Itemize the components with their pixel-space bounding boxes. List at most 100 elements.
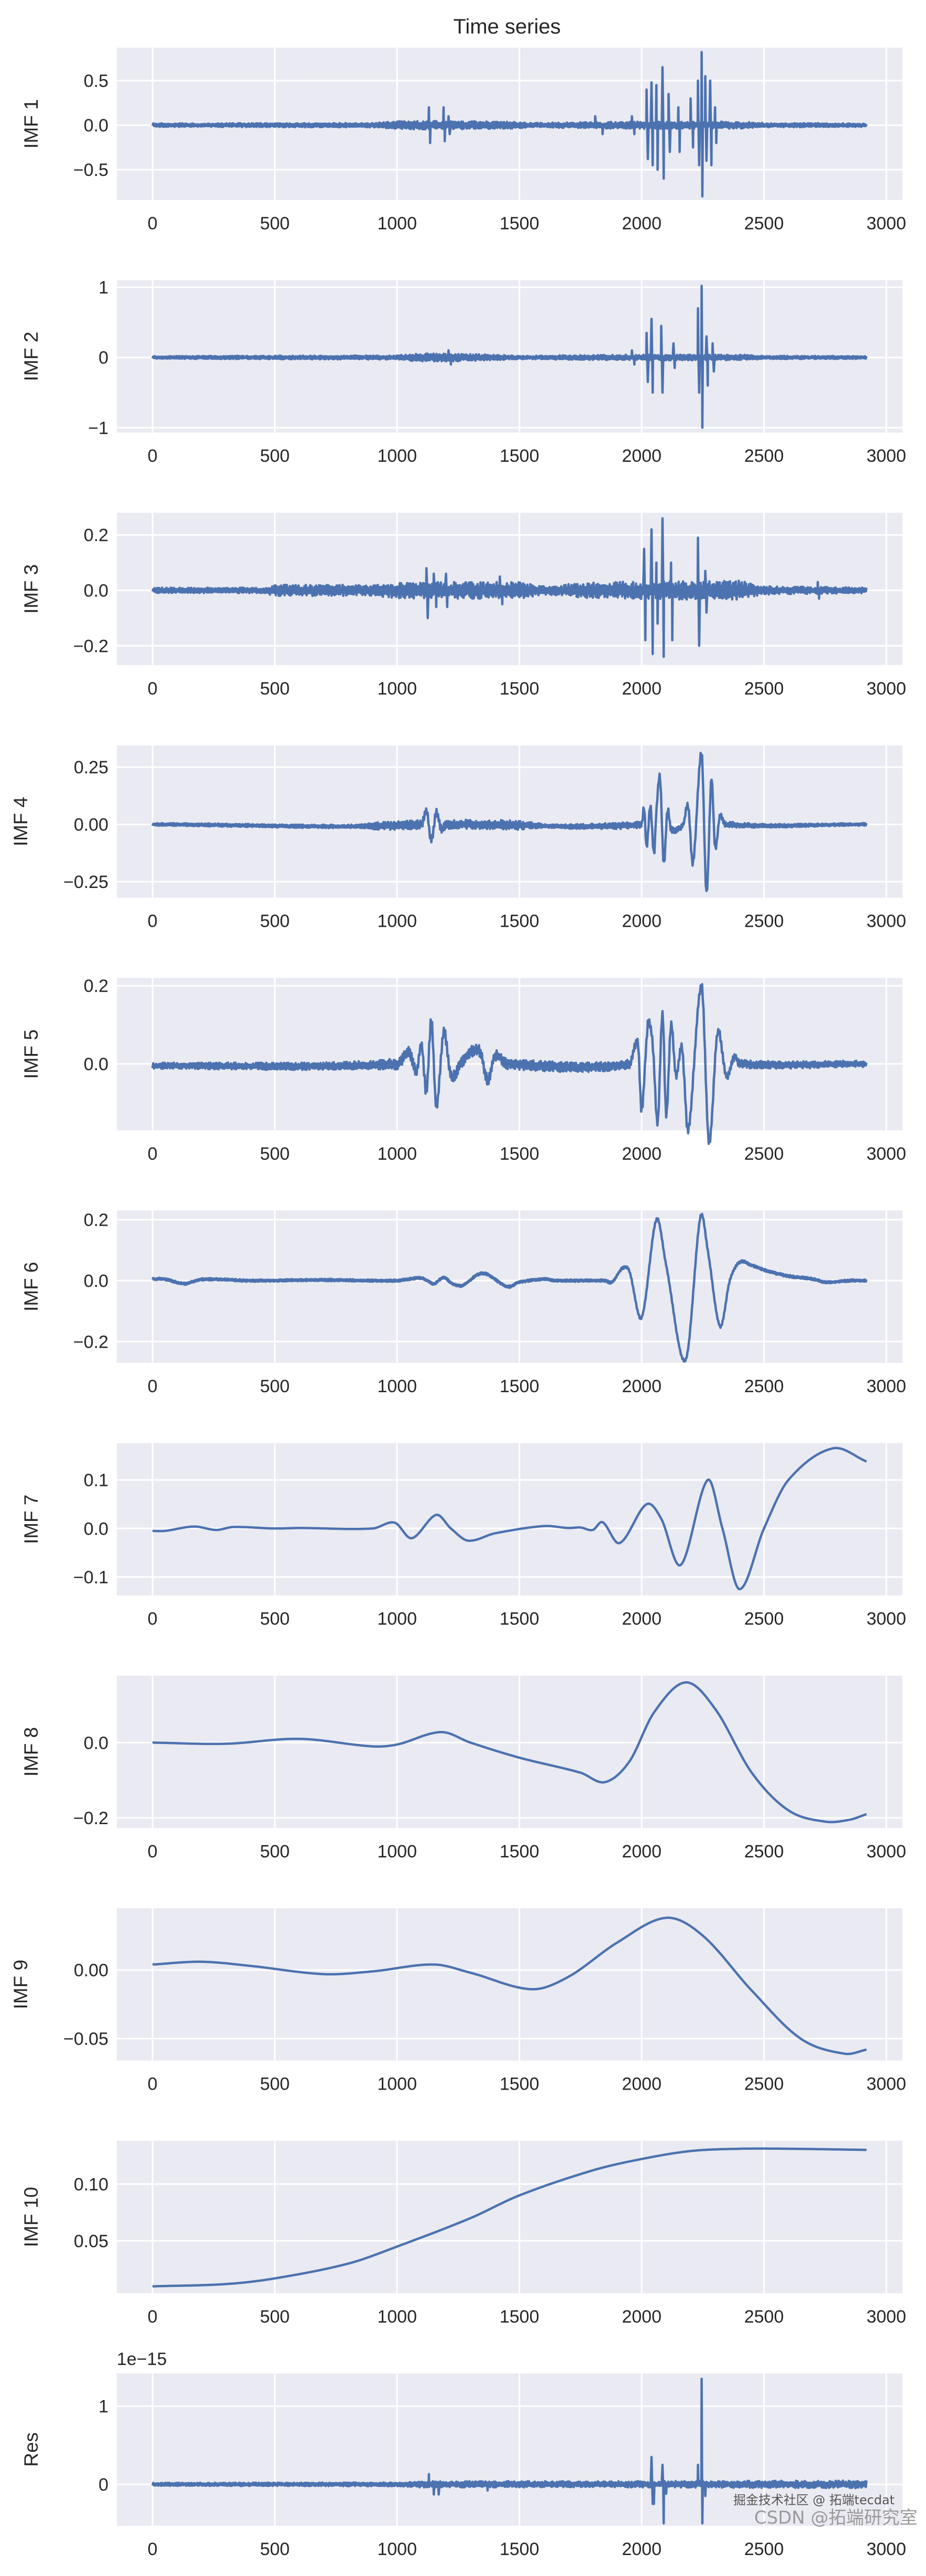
x-tick-label: 1000 — [377, 1609, 417, 1629]
y-tick-label: 0.00 — [74, 1961, 108, 1981]
x-tick-label: 2000 — [622, 2539, 662, 2559]
y-tick-label: −0.2 — [73, 1808, 108, 1828]
axes-background — [117, 1443, 902, 1596]
series-line-imf-9 — [152, 1916, 867, 2056]
y-tick-label: 1 — [98, 2397, 108, 2417]
y-axis-label: IMF 9 — [10, 1960, 31, 2009]
x-tick-label: 3000 — [866, 1376, 906, 1396]
y-axis-label: IMF 7 — [20, 1494, 42, 1544]
x-tick-label: 0 — [148, 2074, 158, 2094]
x-tick-label: 3000 — [866, 446, 906, 466]
x-tick-label: 3000 — [866, 679, 906, 698]
x-tick-label: 2500 — [744, 1376, 784, 1396]
x-tick-label: 1500 — [500, 2307, 539, 2327]
x-tick-label: 500 — [260, 912, 290, 931]
x-tick-label: 500 — [260, 1609, 290, 1629]
y-tick-label: 0 — [98, 2475, 108, 2495]
y-axis-label: IMF 8 — [20, 1727, 42, 1777]
x-tick-label: 1500 — [500, 1841, 539, 1861]
x-tick-label: 2000 — [622, 2074, 662, 2094]
y-tick-label: 0 — [98, 348, 108, 368]
axes-background — [117, 978, 902, 1130]
x-tick-label: 2000 — [622, 1841, 662, 1861]
x-tick-label: 2500 — [744, 912, 784, 931]
x-tick-label: 1500 — [500, 1609, 539, 1629]
x-tick-label: 1500 — [500, 214, 539, 234]
y-tick-label: 1 — [98, 278, 108, 298]
x-tick-label: 500 — [260, 1841, 290, 1861]
x-tick-label: 1000 — [377, 2539, 417, 2559]
x-tick-label: 0 — [148, 1376, 158, 1396]
x-tick-label: 0 — [148, 2539, 158, 2559]
x-tick-label: 0 — [148, 912, 158, 931]
x-tick-label: 500 — [260, 2074, 290, 2094]
y-tick-label: 0.00 — [74, 815, 108, 835]
x-tick-label: 500 — [260, 2307, 290, 2327]
x-tick-label: 3000 — [866, 912, 906, 931]
subplot-7: 0 500 1000 1500 2000 2500 3000 −0.1 0.0 0.1 IMF 7 — [20, 1443, 906, 1629]
x-tick-label: 0 — [148, 1609, 158, 1629]
y-tick-label: −0.5 — [73, 160, 108, 180]
y-tick-label: 0.05 — [74, 2231, 108, 2251]
x-tick-label: 2000 — [622, 1376, 662, 1396]
y-tick-label: 0.10 — [74, 2174, 108, 2194]
x-tick-label: 500 — [260, 2539, 290, 2559]
x-tick-label: 3000 — [866, 1144, 906, 1164]
y-tick-label: 0.0 — [84, 1519, 108, 1539]
x-tick-label: 2500 — [744, 2307, 784, 2327]
y-tick-label: −0.2 — [73, 1332, 108, 1352]
y-tick-label: 0.2 — [84, 976, 108, 996]
x-tick-label: 2000 — [622, 214, 662, 234]
y-tick-label: −0.1 — [73, 1568, 108, 1587]
x-tick-label: 2000 — [622, 2307, 662, 2327]
x-tick-label: 3000 — [866, 2307, 906, 2327]
y-axis-label: IMF 4 — [10, 797, 31, 847]
x-tick-label: 1000 — [377, 446, 417, 466]
x-tick-label: 0 — [148, 214, 158, 234]
x-tick-label: 1000 — [377, 2074, 417, 2094]
axes-background — [117, 2373, 902, 2526]
x-tick-label: 2500 — [744, 1144, 784, 1164]
x-tick-label: 1500 — [500, 1144, 539, 1164]
x-tick-label: 500 — [260, 679, 290, 698]
watermark-juejin: 掘金技术社区 @ 拓端tecdat — [733, 2493, 895, 2507]
x-tick-label: 3000 — [866, 2539, 906, 2559]
y-axis-label: IMF 5 — [20, 1029, 42, 1079]
y-offset-text: 1e−15 — [117, 2349, 167, 2369]
y-tick-label: 0.2 — [84, 526, 108, 546]
axes-background — [117, 1675, 902, 1828]
series-line-imf-1 — [151, 51, 868, 198]
y-axis-label: IMF 3 — [20, 564, 42, 614]
x-tick-label: 3000 — [866, 2074, 906, 2094]
x-tick-label: 1500 — [500, 1376, 539, 1396]
subplot-2: 0 500 1000 1500 2000 2500 3000 −1 0 1 IMF 2 — [20, 278, 906, 467]
y-tick-label: 0.0 — [84, 1271, 108, 1291]
y-tick-label: 0.25 — [74, 758, 108, 778]
x-tick-label: 1000 — [377, 1376, 417, 1396]
x-tick-label: 500 — [260, 214, 290, 234]
series-line-imf-5 — [151, 983, 868, 1145]
chart-title: Time series — [453, 15, 560, 38]
y-axis-label: IMF 6 — [20, 1262, 42, 1312]
subplot-3: 0 500 1000 1500 2000 2500 3000 −0.2 0.0 0.2 IMF 3 — [20, 513, 906, 698]
x-tick-label: 500 — [260, 1144, 290, 1164]
y-axis-label: Res — [20, 2433, 42, 2467]
subplot-5: 0 500 1000 1500 2000 2500 3000 0.0 0.2 IMF 5 — [20, 976, 906, 1164]
y-axis-label: IMF 1 — [20, 99, 42, 149]
x-tick-label: 1000 — [377, 2307, 417, 2327]
x-tick-label: 3000 — [866, 1609, 906, 1629]
x-tick-label: 500 — [260, 446, 290, 466]
x-tick-label: 0 — [148, 679, 158, 698]
y-tick-label: 0.2 — [84, 1210, 108, 1230]
x-tick-label: 2000 — [622, 1609, 662, 1629]
series-line-imf-8 — [152, 1681, 867, 1824]
y-tick-label: 0.1 — [84, 1471, 108, 1491]
x-tick-label: 1500 — [500, 2074, 539, 2094]
subplot-11: 0 500 1000 1500 2000 2500 3000 0 1 Res 1e−15 — [20, 2349, 906, 2559]
x-tick-label: 2500 — [744, 1609, 784, 1629]
y-tick-label: −1 — [88, 418, 108, 438]
subplot-1: 0 500 1000 1500 2000 2500 3000 −0.5 0.0 0.5 IMF 1 — [20, 48, 906, 234]
x-tick-label: 2000 — [622, 1144, 662, 1164]
x-tick-label: 2500 — [744, 446, 784, 466]
